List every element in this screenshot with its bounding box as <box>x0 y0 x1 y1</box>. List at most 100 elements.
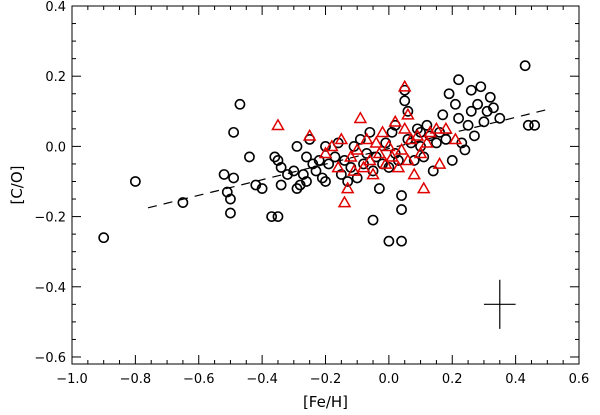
data-point-circle <box>297 169 309 180</box>
data-point-circle <box>291 183 303 194</box>
data-point-triangle <box>353 111 368 124</box>
data-point-triangle <box>394 142 409 155</box>
data-point-circle <box>228 126 240 138</box>
data-point-circle <box>450 98 461 110</box>
data-point-circle <box>272 155 284 166</box>
data-point-triangle <box>375 125 390 138</box>
data-point-triangle <box>334 132 349 145</box>
data-point-triangle <box>407 167 422 180</box>
data-point-triangle <box>302 128 317 141</box>
data-point-triangle <box>356 160 371 173</box>
data-point-circle <box>396 235 407 247</box>
data-point-circle <box>386 126 398 138</box>
data-point-circle <box>244 151 255 163</box>
x-tick-label: 0.4 <box>505 372 526 387</box>
x-tick-label: 0.6 <box>569 372 590 387</box>
data-point-triangle <box>423 125 437 138</box>
data-point-circle <box>310 165 322 177</box>
data-point-circle <box>411 123 423 135</box>
data-point-triangle <box>350 142 364 155</box>
data-point-circle <box>529 119 541 131</box>
data-point-circle <box>465 105 477 117</box>
data-point-circle <box>301 151 312 163</box>
data-point-triangle <box>385 149 399 162</box>
plot-frame <box>71 5 580 365</box>
data-point-circle <box>288 165 300 177</box>
data-point-triangle <box>378 156 393 169</box>
data-point-triangle <box>363 153 377 166</box>
data-point-circle <box>98 232 110 244</box>
x-tick-label: −0.8 <box>120 372 152 387</box>
data-point-circle <box>218 169 230 180</box>
y-tick-label: 0.2 <box>45 70 66 85</box>
y-tick-label: −0.4 <box>34 281 66 296</box>
data-point-circle <box>472 98 483 110</box>
data-point-circle <box>421 119 433 131</box>
data-point-circle <box>225 207 236 219</box>
data-point-triangle <box>369 135 383 148</box>
data-point-circle <box>488 102 499 114</box>
data-point-circle <box>342 176 354 187</box>
data-point-triangle <box>382 139 396 152</box>
data-point-circle <box>335 169 347 180</box>
data-point-circle <box>453 112 464 124</box>
data-point-circle <box>459 144 471 156</box>
data-point-circle <box>282 169 293 180</box>
data-point-circle <box>446 155 458 166</box>
x-tick-label: −0.2 <box>310 372 342 387</box>
data-point-circle <box>396 204 407 215</box>
data-point-circle <box>323 158 335 170</box>
data-point-circle <box>129 176 141 187</box>
data-point-circle <box>519 60 531 72</box>
data-point-triangle <box>359 132 374 145</box>
data-point-triangle <box>344 149 358 162</box>
data-point-circle <box>316 172 328 184</box>
data-point-triangle <box>404 132 418 145</box>
data-point-triangle <box>432 156 447 169</box>
data-point-circle <box>475 81 487 93</box>
data-point-circle <box>177 197 189 208</box>
data-point-circle <box>256 183 268 194</box>
data-point-circle <box>484 91 496 103</box>
data-point-circle <box>313 155 325 166</box>
data-point-triangle <box>391 160 406 173</box>
data-point-triangle <box>347 163 361 176</box>
data-point-triangle <box>325 139 339 152</box>
x-axis-title: [Fe/H] <box>303 393 348 411</box>
data-point-circle <box>291 140 303 152</box>
data-point-circle <box>478 116 490 128</box>
data-point-triangle <box>416 181 431 194</box>
x-tick-label: −0.6 <box>183 372 215 387</box>
data-point-circle <box>469 130 480 142</box>
data-point-circle <box>234 98 246 110</box>
data-point-triangle <box>439 121 453 134</box>
data-point-triangle <box>318 146 333 159</box>
y-tick-label: −0.6 <box>34 351 66 366</box>
data-point-circle <box>307 158 319 170</box>
data-point-triangle <box>397 121 412 134</box>
data-point-circle <box>522 119 534 131</box>
data-point-circle <box>443 88 455 100</box>
data-point-circle <box>301 176 312 187</box>
y-tick-label: 0.0 <box>45 140 66 155</box>
data-point-triangle <box>429 121 444 134</box>
data-point-triangle <box>448 132 463 145</box>
data-point-circle <box>351 172 363 184</box>
data-point-circle <box>266 211 278 222</box>
data-point-circle <box>440 133 452 145</box>
data-point-circle <box>275 162 287 173</box>
data-point-triangle <box>410 128 425 141</box>
plot-area: −1.0 −0.8 −0.6 −0.4 −0.2 0.0 0.2 0.4 0.6 −0.6 −0.4… <box>34 0 589 387</box>
x-tick-label: −0.4 <box>246 372 278 387</box>
data-point-triangle <box>271 118 285 131</box>
data-point-circle <box>272 211 284 222</box>
data-point-triangle <box>401 107 415 120</box>
data-point-triangle <box>397 79 412 92</box>
data-point-triangle <box>340 181 355 194</box>
data-point-circle <box>453 74 464 86</box>
data-point-circle <box>373 183 385 194</box>
data-point-circle <box>221 186 233 198</box>
data-point-circle <box>481 105 493 117</box>
data-point-circle <box>367 214 379 226</box>
